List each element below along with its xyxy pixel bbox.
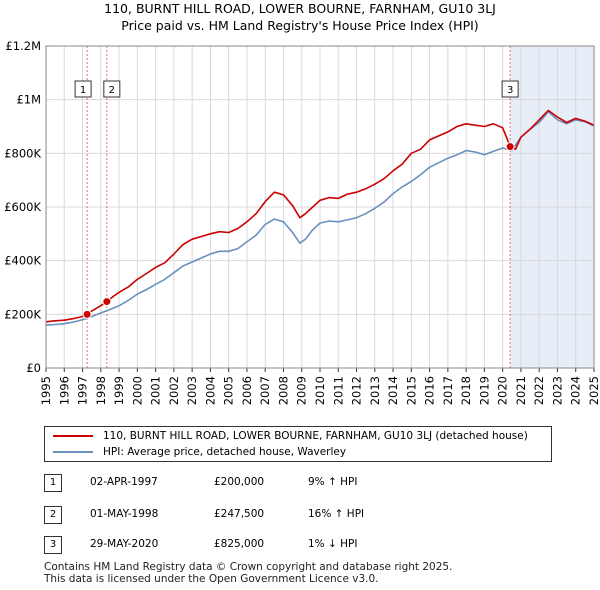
sale-label: 3 — [507, 85, 513, 96]
sale-label: 2 — [109, 85, 115, 96]
y-tick-label: £0 — [26, 361, 41, 375]
transaction-date: 29-MAY-2020 — [90, 538, 159, 550]
transaction-hpi-diff: 9% ↑ HPI — [308, 476, 358, 488]
x-tick-label: 2011 — [331, 376, 345, 405]
x-tick-label: 2004 — [203, 376, 217, 405]
sale-label-box — [103, 80, 121, 98]
legend-swatch-hpi — [53, 451, 93, 453]
y-tick-label: £600K — [4, 200, 41, 214]
x-tick-label: 1998 — [94, 376, 108, 405]
transaction-number: 1 — [44, 474, 62, 492]
x-tick-label: 2019 — [477, 376, 491, 405]
transaction-number: 2 — [44, 506, 62, 524]
x-tick-label: 2020 — [496, 376, 510, 405]
legend-entry-hpi: HPI: Average price, detached house, Wave… — [53, 444, 346, 460]
x-tick-label: 2008 — [276, 376, 290, 405]
x-tick-label: 1999 — [112, 376, 126, 405]
y-tick-label: £1M — [16, 93, 41, 107]
x-tick-label: 1996 — [57, 376, 71, 405]
x-tick-label: 2003 — [185, 376, 199, 405]
x-tick-label: 2010 — [313, 376, 327, 405]
transaction-price: £825,000 — [214, 538, 265, 550]
transaction-hpi-diff: 1% ↓ HPI — [308, 538, 358, 550]
y-tick-label: £800K — [4, 146, 41, 160]
x-tick-label: 2009 — [295, 376, 309, 405]
x-tick-label: 2023 — [550, 376, 564, 405]
x-tick-label: 2024 — [569, 376, 583, 405]
sale-label-box — [501, 80, 519, 98]
footer-copyright: Contains HM Land Registry data © Crown c… — [44, 561, 453, 573]
x-tick-label: 2005 — [222, 376, 236, 405]
x-tick-label: 2012 — [350, 376, 364, 405]
legend-swatch-property — [53, 435, 93, 437]
sale-point — [82, 309, 92, 319]
y-tick-label: £400K — [4, 254, 41, 268]
series-line-property — [45, 109, 595, 323]
legend: 110, BURNT HILL ROAD, LOWER BOURNE, FARN… — [44, 426, 552, 462]
transaction-hpi-diff: 16% ↑ HPI — [308, 508, 365, 520]
x-tick-label: 2000 — [130, 376, 144, 405]
x-tick-label: 2021 — [514, 376, 528, 405]
sale-label-box — [74, 80, 92, 98]
x-tick-label: 2006 — [240, 376, 254, 405]
legend-label-hpi: HPI: Average price, detached house, Wave… — [103, 446, 347, 458]
chart-subtitle: Price paid vs. HM Land Registry's House … — [121, 18, 479, 33]
transaction-price: £200,000 — [214, 476, 265, 488]
x-tick-label: 2013 — [368, 376, 382, 405]
transaction-row: 2 01-MAY-1998 £247,500 16% ↑ HPI — [44, 506, 564, 526]
x-tick-label: 2015 — [404, 376, 418, 405]
x-tick-label: 2001 — [149, 376, 163, 405]
transaction-row: 1 02-APR-1997 £200,000 9% ↑ HPI — [44, 474, 564, 494]
sale-label: 1 — [80, 85, 86, 96]
x-tick-label: 1997 — [76, 376, 90, 405]
x-tick-label: 2022 — [532, 376, 546, 405]
sale-point — [505, 142, 515, 152]
legend-label-property: 110, BURNT HILL ROAD, LOWER BOURNE, FARN… — [103, 430, 528, 442]
x-tick-label: 2014 — [386, 376, 400, 405]
transaction-row: 3 29-MAY-2020 £825,000 1% ↓ HPI — [44, 536, 564, 556]
transaction-number: 3 — [44, 536, 62, 554]
transaction-price: £247,500 — [214, 508, 265, 520]
series-line-hpi — [45, 110, 595, 326]
footer-licence: This data is licensed under the Open Gov… — [44, 573, 379, 585]
x-tick-label: 2007 — [258, 376, 272, 405]
y-tick-label: £1.2M — [5, 39, 41, 53]
x-tick-label: 2002 — [167, 376, 181, 405]
x-tick-label: 2018 — [459, 376, 473, 405]
x-tick-label: 2025 — [587, 376, 600, 405]
legend-entry-property: 110, BURNT HILL ROAD, LOWER BOURNE, FARN… — [53, 428, 528, 444]
transaction-date: 01-MAY-1998 — [90, 508, 159, 520]
x-tick-label: 1995 — [39, 376, 53, 405]
y-tick-label: £200K — [4, 307, 41, 321]
sale-point — [102, 297, 112, 307]
transaction-date: 02-APR-1997 — [90, 476, 158, 488]
chart-title: 110, BURNT HILL ROAD, LOWER BOURNE, FARN… — [104, 1, 496, 16]
x-tick-label: 2017 — [441, 376, 455, 405]
plot-frame — [45, 45, 595, 369]
x-tick-label: 2016 — [423, 376, 437, 405]
chart-area: £0 £200K £400K £600K £800K £1M £1.2M 1995 1996 19… — [4, 39, 600, 405]
